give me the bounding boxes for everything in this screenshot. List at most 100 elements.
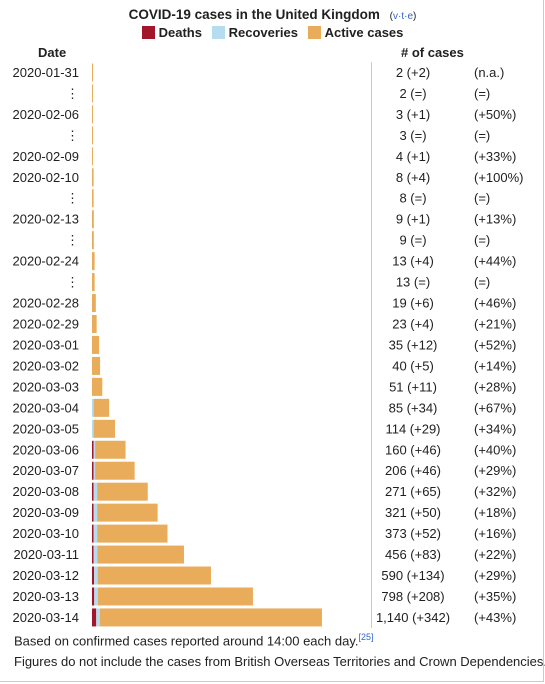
- row-change-label: (+16%): [474, 526, 516, 541]
- row-cases-label: 114 (+29): [385, 421, 440, 436]
- talk-template-link[interactable]: t: [401, 11, 405, 22]
- bar-active: [99, 608, 322, 627]
- legend-label-deaths: Deaths: [158, 25, 202, 40]
- legend-item-recoveries: Recoveries: [211, 25, 298, 40]
- row-date-label: 2020-03-14: [13, 610, 80, 625]
- legend-label-active: Active cases: [324, 25, 404, 40]
- bar-recoveries: [92, 398, 94, 417]
- row-cases-label: 2 (=): [399, 86, 426, 101]
- vte-links: (v·t·e): [389, 11, 417, 22]
- bar-active: [92, 315, 97, 333]
- row-cases-label: 9 (=): [399, 233, 426, 248]
- row-change-label: (+21%): [474, 317, 516, 332]
- row-date-label: 2020-03-04: [13, 400, 80, 415]
- row-date-label: 2020-02-06: [13, 107, 80, 122]
- footnote-text: Based on confirmed cases reported around…: [14, 633, 359, 649]
- bar-active: [92, 126, 93, 145]
- row-cases-label: 19 (+6): [392, 296, 434, 311]
- bar-deaths: [92, 482, 94, 501]
- row-cases-label: 3 (=): [399, 128, 426, 143]
- row-cases-label: 85 (+34): [389, 400, 438, 415]
- row-change-label: (+52%): [474, 337, 516, 352]
- row-date-label: 2020-03-12: [13, 568, 80, 583]
- bar-active: [92, 210, 94, 229]
- legend-swatch-active: [307, 26, 321, 39]
- bar-active: [92, 147, 93, 166]
- legend-item-deaths: Deaths: [141, 25, 202, 40]
- bar-active: [92, 252, 95, 271]
- row-cases-label: 23 (+4): [392, 317, 434, 332]
- row-date-label: ⋮: [66, 275, 79, 290]
- row-cases-label: 35 (+12): [389, 337, 438, 352]
- bar-active: [92, 273, 95, 292]
- row-date-label: 2020-02-10: [13, 170, 80, 185]
- legend: Deaths Recoveries Active cases: [0, 25, 545, 40]
- row-change-label: (+32%): [474, 484, 516, 499]
- row-cases-label: 798 (+208): [381, 589, 444, 604]
- row-date-label: 2020-02-29: [13, 317, 80, 332]
- row-cases-label: 590 (+134): [381, 568, 444, 583]
- reference-link[interactable]: [25]: [358, 632, 374, 642]
- row-change-label: (+50%): [474, 107, 516, 122]
- row-change-label: (+100%): [474, 170, 524, 185]
- row-date-label: 2020-03-02: [13, 358, 80, 373]
- row-date-label: ⋮: [66, 86, 79, 101]
- bar-active: [97, 587, 253, 606]
- bar-active: [93, 419, 115, 438]
- legend-swatch-deaths: [141, 26, 155, 39]
- row-change-label: (n.a.): [474, 65, 504, 80]
- row-date-label: 2020-02-09: [13, 149, 80, 164]
- bar-active: [92, 63, 93, 82]
- row-change-label: (+44%): [474, 254, 516, 269]
- row-date-label: 2020-03-13: [13, 589, 80, 604]
- bar-active: [92, 189, 94, 208]
- row-change-label: (=): [474, 275, 490, 290]
- row-date-label: 2020-02-28: [13, 296, 80, 311]
- bar-active: [92, 168, 94, 187]
- row-cases-label: 13 (=): [396, 275, 430, 290]
- row-cases-label: 456 (+83): [385, 547, 441, 562]
- row-date-label: 2020-03-09: [13, 505, 80, 520]
- bar-deaths: [92, 503, 94, 522]
- bar-active: [92, 377, 103, 396]
- row-cases-label: 40 (+5): [392, 358, 434, 373]
- row-cases-label: 1,140 (+342): [376, 610, 450, 625]
- row-change-label: (+43%): [474, 610, 516, 625]
- row-cases-label: 13 (+4): [392, 254, 434, 269]
- legend-item-active: Active cases: [307, 25, 404, 40]
- bar-deaths: [92, 461, 94, 480]
- cases-column-header: # of cases: [401, 45, 464, 60]
- row-change-label: (+67%): [474, 400, 516, 415]
- chart-title-row: COVID-19 cases in the United Kingdom (v·…: [0, 7, 545, 22]
- row-cases-label: 8 (=): [399, 191, 426, 206]
- row-date-label: 2020-03-01: [13, 337, 80, 352]
- bar-deaths: [92, 440, 94, 459]
- row-date-label: ⋮: [66, 233, 79, 248]
- bar-active: [92, 231, 94, 250]
- edit-template-link[interactable]: e: [407, 11, 414, 22]
- row-cases-label: 206 (+46): [385, 463, 441, 478]
- row-cases-label: 9 (+1): [396, 212, 430, 227]
- row-change-label: (+34%): [474, 421, 516, 436]
- bar-active: [97, 482, 148, 501]
- bar-deaths: [92, 566, 95, 585]
- row-change-label: (=): [474, 86, 490, 101]
- bar-deaths: [92, 524, 94, 543]
- footnote-scope: Figures do not include the cases from Br…: [14, 654, 545, 669]
- row-change-label: (=): [474, 233, 490, 248]
- bar-deaths: [92, 587, 95, 606]
- row-date-label: 2020-03-06: [13, 442, 80, 457]
- view-template-link[interactable]: v: [393, 11, 399, 22]
- row-change-label: (+14%): [474, 358, 516, 373]
- row-date-label: ⋮: [66, 128, 79, 143]
- row-cases-label: 4 (+1): [396, 149, 430, 164]
- row-change-label: (+18%): [474, 505, 516, 520]
- row-change-label: (+40%): [474, 442, 516, 457]
- bar-active: [92, 335, 100, 354]
- bar-active: [97, 503, 158, 522]
- bar-recoveries: [96, 608, 100, 627]
- bar-recoveries: [93, 545, 98, 564]
- bar-recoveries: [93, 503, 98, 522]
